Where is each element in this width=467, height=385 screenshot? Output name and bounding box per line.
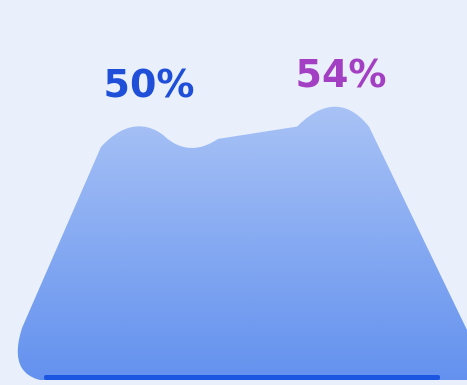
series-area: [17, 106, 467, 380]
data-label-peak-1: 50%: [104, 62, 195, 106]
data-label-peak-2: 54%: [296, 52, 387, 96]
baseline-bar: [44, 375, 440, 380]
